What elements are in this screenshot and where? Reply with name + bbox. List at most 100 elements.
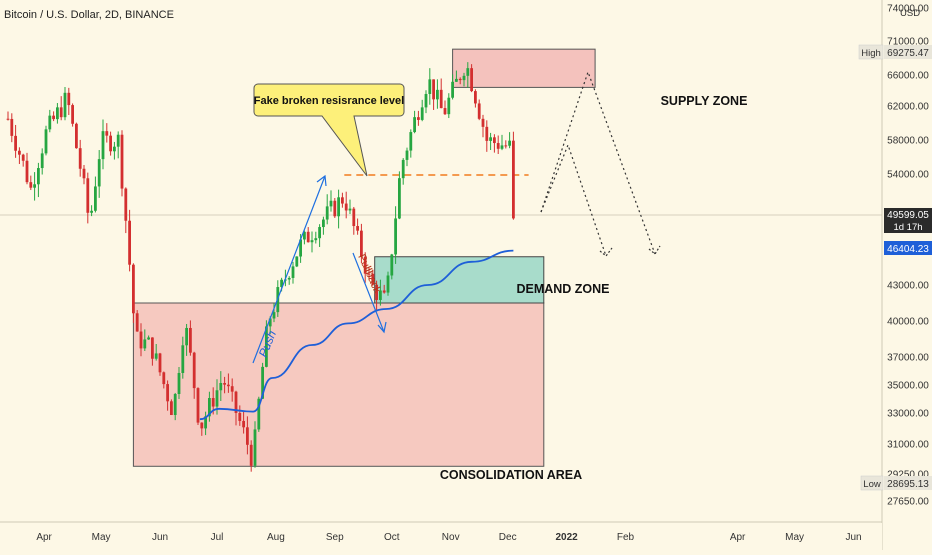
candle-body [443, 108, 447, 115]
candle-body [417, 117, 420, 120]
ma-value-tag [884, 241, 932, 255]
time-tick-label: Aug [267, 532, 285, 543]
candle-body [249, 444, 253, 466]
projection-path-1 [540, 70, 656, 255]
candle-body [500, 145, 504, 149]
candle-body [310, 240, 314, 243]
candle-body [196, 388, 200, 423]
price-axis[interactable] [882, 0, 932, 522]
candle-body [481, 118, 485, 127]
candle-body [261, 366, 264, 399]
candle-body [113, 146, 116, 152]
time-tick-label: Nov [442, 532, 460, 543]
candle-body [360, 230, 363, 257]
candle-body [25, 160, 29, 183]
candle-body [508, 140, 511, 146]
candle-body [344, 203, 348, 211]
candle-body [52, 115, 55, 120]
time-tick-label: Oct [384, 532, 400, 543]
candle-body [227, 384, 230, 387]
price-tick-label: 33000.00 [887, 409, 929, 420]
time-tick-label: May [785, 532, 804, 543]
candle-body [341, 197, 344, 204]
price-tick-label: 27650.00 [887, 497, 929, 508]
candle-body [128, 220, 131, 265]
candle-body [253, 429, 257, 466]
candle-body [455, 78, 458, 82]
time-tick-label: 2022 [555, 532, 578, 543]
candle-body [147, 337, 150, 340]
candle-body [177, 372, 181, 394]
price-tick-label: 58000.00 [887, 136, 929, 147]
candle-body [257, 398, 261, 430]
price-tick-label: 37000.00 [887, 353, 929, 364]
candle-body [230, 386, 234, 392]
symbol-title: Bitcoin / U.S. Dollar, 2D, BINANCE [4, 9, 174, 21]
candle-body [291, 266, 295, 278]
candle-body [82, 168, 86, 179]
candle-body [208, 398, 211, 417]
candle-body [78, 148, 82, 169]
candle-body [287, 277, 291, 280]
demand-zone [374, 256, 545, 304]
candle-body [424, 93, 428, 108]
candle-body [493, 137, 496, 144]
candle-body [470, 68, 473, 92]
candle-body [265, 326, 268, 367]
candle-body [333, 200, 337, 217]
last-price-tag [884, 208, 932, 233]
candle-body [401, 159, 405, 179]
candle-body [242, 420, 245, 428]
candle-body [379, 290, 382, 300]
candle-body [325, 206, 329, 220]
candle-body [299, 239, 302, 257]
candle-body [329, 200, 333, 207]
countdown-value: 1d 17h [893, 222, 922, 233]
candle-body [363, 256, 367, 274]
candle-body [63, 92, 67, 118]
candle-body [504, 145, 508, 147]
supply-zone-label: SUPPLY ZONE [661, 94, 748, 108]
candle-body [154, 353, 158, 359]
candle-body [67, 92, 71, 106]
candle-body [170, 401, 173, 416]
time-tick-label: May [92, 532, 111, 543]
low-tag-label: Low [863, 479, 881, 490]
candle-body [496, 143, 500, 149]
candle-body [6, 118, 10, 120]
candle-body [413, 117, 416, 133]
candle-body [105, 131, 109, 136]
candle-body [21, 154, 25, 161]
candle-body [166, 384, 169, 402]
candle-body [382, 290, 386, 293]
high-value-tag [884, 45, 932, 59]
callout-bubble [253, 83, 405, 177]
price-tick-label: 66000.00 [887, 71, 929, 82]
candle-body [428, 79, 432, 94]
consolidation-zone [132, 302, 545, 467]
candles [6, 62, 515, 472]
candle-body [48, 115, 52, 130]
candle-body [348, 208, 352, 211]
candle-body [14, 135, 17, 151]
candle-body [272, 312, 276, 319]
moving-average-line [199, 249, 514, 421]
price-tick-label: 71000.00 [887, 37, 929, 48]
price-tick-label: 35000.00 [887, 381, 929, 392]
candle-body [246, 427, 249, 445]
price-axis-labels: 74000.00 71000.00 66000.00 62000.00 58000.00… [887, 4, 929, 508]
candle-body [33, 184, 36, 188]
candle-body [189, 327, 192, 353]
candle-body [356, 226, 359, 231]
last-price-value: 49599.05 [887, 210, 929, 221]
candle-body [477, 103, 481, 119]
candle-body [75, 123, 78, 149]
time-tick-label: Sep [326, 532, 344, 543]
candle-body [462, 75, 466, 81]
candle-body [337, 197, 340, 217]
candle-body [489, 137, 492, 141]
time-axis[interactable] [0, 523, 882, 550]
candle-body [306, 231, 310, 243]
candle-body [139, 331, 143, 349]
